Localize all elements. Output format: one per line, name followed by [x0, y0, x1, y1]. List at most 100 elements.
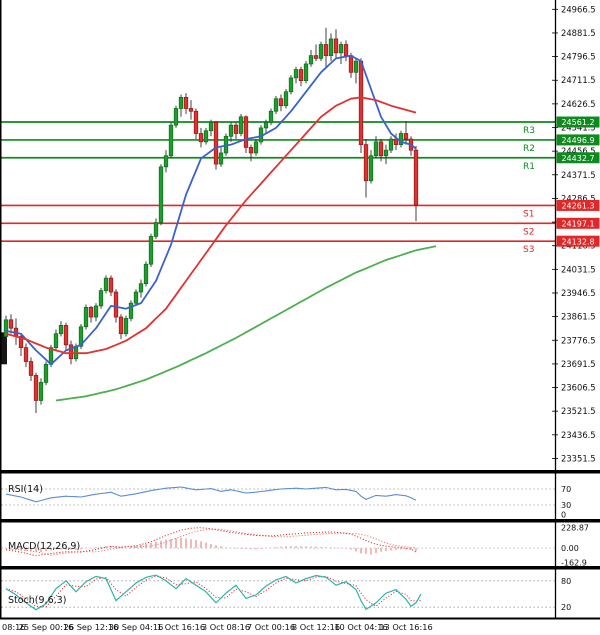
- macd-histogram-bar: [170, 538, 172, 549]
- macd-histogram-bar: [165, 539, 167, 549]
- macd-histogram-bar: [185, 538, 187, 549]
- macd-axis-label: 0.00: [561, 544, 579, 553]
- pivot-price-badge: [556, 199, 600, 211]
- macd-axis-label: 228.87: [561, 524, 589, 533]
- macd-histogram-bar: [105, 546, 107, 549]
- macd-histogram-bar: [155, 541, 157, 549]
- candle-down: [183, 96, 189, 109]
- macd-histogram-bar: [200, 541, 202, 549]
- candle-up: [3, 319, 9, 337]
- macd-histogram-bar: [115, 546, 117, 549]
- price-axis-label: 24881.5: [561, 28, 596, 38]
- candle-up: [103, 277, 109, 291]
- candle-up: [283, 91, 289, 107]
- macd-panel[interactable]: 228.87 0.00 -162.9: [1, 524, 590, 568]
- candle-down: [213, 122, 219, 165]
- candle-down: [33, 375, 39, 401]
- ma-slow-line: [5, 96, 417, 355]
- pivot-price-badge-text: 24132.8: [561, 237, 594, 246]
- pivot-price-badge: [556, 116, 600, 128]
- macd-histogram-bar: [75, 548, 77, 550]
- rsi-axis-label: 0: [561, 511, 566, 520]
- macd-histogram-bar: [250, 548, 252, 550]
- candle-down: [248, 147, 254, 154]
- candle-down: [298, 69, 304, 82]
- macd-histogram-bar: [310, 546, 312, 549]
- macd-histogram-bar: [360, 548, 362, 554]
- pivot-price-badge-text: 24261.3: [561, 202, 594, 211]
- macd-histogram-bar: [110, 545, 112, 549]
- candle-down: [118, 316, 124, 335]
- candle-up: [338, 44, 344, 54]
- left-border: [0, 0, 2, 619]
- price-axis-label: 23776.5: [561, 335, 596, 345]
- stoch-panel[interactable]: 80 20: [1, 574, 572, 612]
- candle-down: [358, 60, 364, 145]
- price-axis-label: 24796.5: [561, 52, 596, 62]
- macd-histogram-bar: [125, 547, 127, 549]
- candle-up: [288, 77, 294, 93]
- macd-histogram-bar: [355, 548, 357, 552]
- candle-down: [403, 133, 409, 140]
- macd-histogram-bar: [210, 544, 212, 549]
- pivot-price-badge-text: 24561.2: [561, 118, 594, 127]
- price-panel[interactable]: R3 R2 R1 S1 S2 S3: [0, 27, 555, 413]
- candle-down: [343, 44, 349, 56]
- macd-histogram-bar: [5, 548, 7, 549]
- candle-down: [363, 144, 369, 182]
- price-axis-label: 23861.5: [561, 312, 596, 322]
- candle-down: [348, 55, 354, 73]
- macd-histogram-bar: [135, 545, 137, 549]
- candle-up: [138, 283, 144, 293]
- panel-separator: [0, 470, 600, 474]
- candle-up: [38, 382, 44, 401]
- macd-histogram-bar: [275, 547, 277, 549]
- pivot-price-badge-text: 24197.1: [561, 219, 594, 228]
- candle-down: [18, 336, 24, 348]
- macd-histogram-bar: [175, 538, 177, 549]
- macd-histogram-bar: [95, 547, 97, 549]
- time-axis-label: 7 Oct 00:16: [247, 622, 295, 632]
- price-axis-label: 24966.5: [561, 4, 596, 14]
- candle-down: [68, 344, 74, 360]
- candle-up: [158, 166, 164, 223]
- stoch-indicator-label: Stoch(9,6,3): [8, 595, 66, 606]
- macd-line: [5, 527, 417, 557]
- candle-up: [238, 116, 244, 134]
- macd-histogram-bar: [345, 548, 347, 549]
- pivot-price-badge-text: 24432.7: [561, 154, 594, 163]
- macd-histogram-bar: [270, 547, 272, 549]
- macd-histogram-bar: [55, 548, 57, 550]
- candle-down: [108, 277, 114, 293]
- macd-histogram-bar: [230, 547, 232, 549]
- macd-histogram-bar: [265, 548, 267, 549]
- macd-histogram-bar: [390, 548, 392, 551]
- candle-up: [163, 155, 169, 168]
- macd-histogram-bar: [190, 539, 192, 549]
- time-axis-label: 1 Oct 16:16: [157, 622, 205, 632]
- candle-up: [228, 124, 234, 137]
- ma-long-line: [55, 245, 437, 402]
- candle-down: [193, 110, 199, 134]
- pivot-price-badge: [556, 134, 600, 146]
- candle-up: [308, 55, 314, 65]
- panel-separator: [0, 519, 600, 523]
- time-axis-label: 8 Oct 12:16: [292, 622, 340, 632]
- macd-histogram-bar: [395, 548, 397, 550]
- candle-up: [153, 222, 159, 237]
- macd-histogram-bar: [45, 548, 47, 552]
- pivot-level-label: S3: [523, 245, 534, 255]
- rsi-panel[interactable]: 70 300: [1, 485, 572, 520]
- rsi-indicator-label: RSI(14): [8, 484, 43, 495]
- macd-histogram-bar: [215, 545, 217, 549]
- macd-histogram-bar: [160, 540, 162, 549]
- candle-up: [218, 152, 224, 165]
- clipped-candle: [0, 332, 7, 365]
- candle-up: [208, 122, 214, 132]
- pivot-level-label: R1: [523, 162, 535, 172]
- macd-axis-label: -162.9: [561, 559, 587, 568]
- rsi-line: [5, 486, 417, 503]
- price-axis-label: 23691.5: [561, 359, 596, 369]
